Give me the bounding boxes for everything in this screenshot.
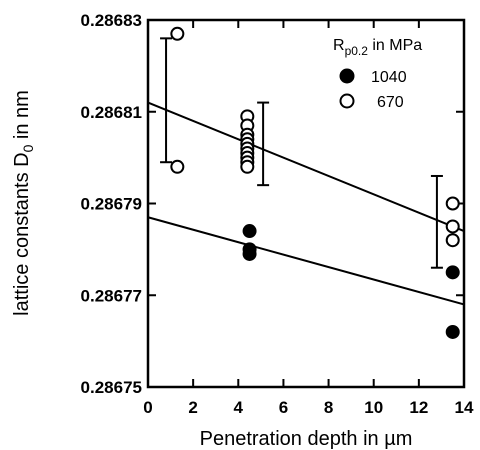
y-axis-title-main: lattice constants D [11,152,33,315]
y-tick-label-0: 0.28675 [81,378,142,397]
y-tick-label-1: 0.28677 [81,286,142,305]
x-axis-title: Penetration depth in µm [200,428,413,450]
point-670-0 [170,26,185,41]
x-tick-label-5: 10 [364,398,383,417]
legend-entry-1040: 1040 [371,69,407,86]
legend-marker-filled [339,68,355,84]
y-axis-title-subscript: 0 [20,144,36,152]
point-670-13 [445,219,460,234]
x-tick-label-3: 6 [279,398,288,417]
point-1040-0 [242,224,257,239]
y-axis-title-unit: in nm [11,90,33,144]
legend-title-subscript: p0.2 [345,44,369,58]
x-tick-label-6: 12 [409,398,428,417]
fit-line-0 [147,216,465,306]
point-670-14 [445,233,460,248]
x-tick-label-7: 14 [455,398,474,417]
data-points [170,26,460,339]
legend-title: Rp0.2 in MPa [333,37,422,58]
error-bar-0 [160,37,173,164]
point-1040-2 [242,246,257,261]
x-tick-label-1: 2 [188,398,197,417]
y-tick-label-3: 0.28681 [81,103,142,122]
point-670-12 [445,196,460,211]
error-bars [160,37,443,269]
fit-lines [147,101,465,306]
legend-marker-open [339,93,355,109]
x-tick-label-4: 8 [324,398,333,417]
x-tick-label-0: 0 [143,398,152,417]
plot-frame [146,18,466,389]
legend-entry-670: 670 [377,94,404,111]
y-tick-label-2: 0.28679 [81,195,142,214]
error-bar-1 [257,101,270,187]
legend: Rp0.2 in MPa 1040 670 [333,37,422,111]
point-670-1 [170,159,185,174]
point-1040-4 [445,324,460,339]
ticks: 0 2 4 6 8 10 12 14 0.28675 0.28677 0.28679 0.28681 0… [81,11,474,417]
y-tick-label-4: 0.28683 [81,11,142,30]
fit-line-1 [147,101,465,232]
point-670-11 [240,159,255,174]
error-bar-2 [430,174,443,269]
y-axis-title: lattice constants D0 in nm [11,90,36,316]
x-tick-label-2: 4 [234,398,244,417]
point-1040-3 [445,265,460,280]
legend-title-main: R [333,37,345,54]
legend-title-unit: in MPa [368,37,422,54]
